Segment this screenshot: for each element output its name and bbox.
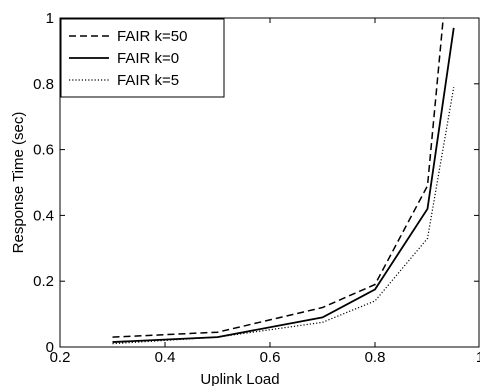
x-tick-label: 1 <box>476 349 480 366</box>
series-line-fair-k-0 <box>112 27 455 343</box>
legend: FAIR k=50 FAIR k=0 FAIR k=5 <box>60 18 225 98</box>
y-tick-label: 0.4 <box>33 207 54 224</box>
y-tick-label: 0.2 <box>33 273 54 290</box>
x-tick-label: 0.6 <box>260 349 281 366</box>
series-line-fair-k-5 <box>112 86 455 345</box>
legend-label: FAIR k=50 <box>117 28 187 45</box>
x-tick-label: 0.4 <box>155 349 176 366</box>
series-group <box>112 18 455 345</box>
x-axis-label: Uplink Load <box>200 371 279 386</box>
y-tick-label: 1 <box>46 10 54 27</box>
y-tick-label: 0.8 <box>33 76 54 93</box>
legend-label: FAIR k=5 <box>117 72 179 89</box>
x-tick-label: 0.8 <box>365 349 386 366</box>
y-axis-label: Response Time (sec) <box>10 112 27 254</box>
y-tick-label: 0 <box>46 339 54 356</box>
series-line-fair-k-50 <box>112 18 444 338</box>
y-tick-label: 0.6 <box>33 142 54 159</box>
legend-label: FAIR k=0 <box>117 50 179 67</box>
x-tick-label: 0.2 <box>50 349 71 366</box>
